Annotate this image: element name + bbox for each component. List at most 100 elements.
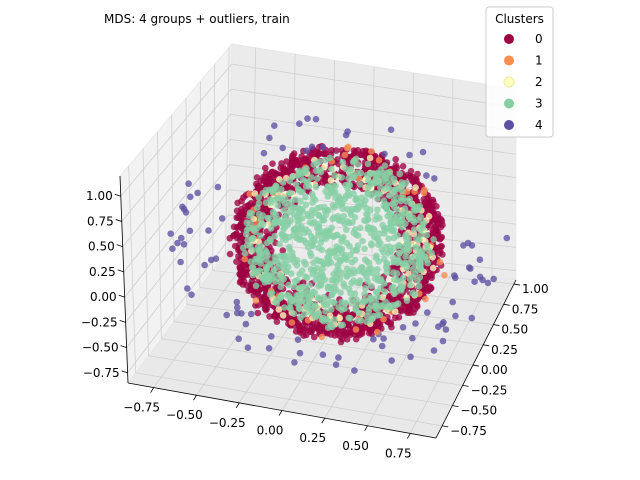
scatter-point [368, 240, 375, 247]
scatter-point [243, 241, 251, 249]
scatter-point [335, 304, 343, 311]
scatter-point [278, 160, 285, 167]
series-3-points [239, 154, 437, 332]
scatter-point [294, 221, 302, 229]
scatter-point [343, 239, 351, 247]
scatter-point [330, 233, 338, 241]
scatter-point [234, 304, 241, 311]
scatter-point [298, 283, 306, 291]
scatter-point [319, 143, 327, 151]
scatter-point [274, 264, 282, 271]
scatter-point [359, 268, 366, 275]
scatter-point [415, 236, 423, 244]
z-tick-label: 0.50 [88, 240, 115, 254]
scatter-point [400, 195, 407, 202]
scatter-point [255, 210, 263, 218]
scatter-point [239, 281, 247, 288]
scatter-point [251, 269, 259, 276]
scatter-point [399, 260, 407, 268]
scatter-point [374, 195, 381, 203]
scatter-point [293, 300, 301, 307]
scatter-point [233, 298, 241, 306]
legend-marker-4 [504, 120, 514, 130]
scatter-point [257, 216, 265, 223]
scatter-point [399, 324, 407, 331]
scatter-point [382, 243, 390, 251]
scatter-point [426, 285, 434, 292]
scatter-point [377, 277, 385, 285]
scatter-point [330, 189, 338, 196]
scatter-point [252, 302, 259, 309]
scatter-point [337, 289, 344, 297]
scatter-point [416, 274, 424, 281]
scatter-point [451, 272, 458, 279]
scatter-point [326, 154, 334, 162]
scatter-point [409, 334, 416, 342]
scatter-point [315, 212, 323, 219]
scatter-point [274, 202, 282, 209]
scatter-point [391, 191, 399, 199]
scatter-point [460, 242, 467, 249]
scatter-point [271, 122, 278, 129]
scatter-point [292, 328, 300, 335]
scatter-point [252, 297, 260, 304]
scatter-point [374, 169, 381, 177]
scatter-point [374, 306, 381, 313]
x-tick-label: 0.00 [257, 424, 284, 438]
scatter-point [297, 198, 304, 205]
scatter-point [194, 189, 201, 197]
scatter-point [315, 223, 323, 231]
scatter-point [315, 294, 322, 302]
scatter-point [389, 227, 396, 235]
scatter-point [178, 234, 185, 242]
legend: Clusters 0 1 2 3 4 [485, 6, 554, 138]
scatter-point [344, 128, 351, 135]
scatter-point [282, 167, 290, 174]
scatter-point [365, 329, 373, 337]
scatter-point [291, 359, 298, 366]
scatter-point [374, 206, 381, 214]
scatter-point [364, 160, 372, 168]
scatter-point [324, 296, 332, 304]
scatter-point [411, 270, 419, 278]
scatter-point [320, 260, 328, 267]
scatter-point [266, 134, 273, 142]
scatter-point [308, 174, 315, 181]
scatter-point [368, 282, 375, 290]
scatter-point [288, 296, 296, 303]
scatter-point [329, 182, 337, 190]
scatter-point [331, 248, 338, 256]
scatter-point [309, 206, 316, 214]
scatter-point [434, 221, 442, 228]
scatter-point [329, 298, 337, 306]
z-tick-label: −0.25 [81, 315, 118, 329]
scatter-point [263, 239, 271, 246]
scatter-point [412, 299, 419, 306]
scatter-point [310, 333, 318, 341]
scatter-point [344, 189, 352, 196]
scatter-point [184, 285, 191, 292]
scatter-point [339, 158, 347, 166]
scatter-point [484, 279, 492, 287]
scatter-point [344, 271, 351, 279]
scatter-point [404, 243, 412, 250]
scatter-point [315, 232, 322, 239]
scatter-point [281, 304, 288, 311]
scatter-point [382, 298, 389, 306]
scatter-point [438, 243, 446, 250]
scatter-point [429, 264, 437, 272]
legend-marker-3 [504, 98, 514, 109]
scatter-point [249, 247, 256, 254]
scatter-point [406, 195, 414, 203]
scatter-point [347, 331, 354, 339]
scatter-point [244, 344, 252, 352]
scatter-point [417, 231, 425, 238]
y-tick-label: 0.50 [501, 323, 528, 337]
scatter-point [285, 281, 292, 289]
scatter-point [392, 156, 400, 163]
scatter-point [430, 236, 437, 243]
legend-box [485, 6, 554, 138]
scatter-point [389, 269, 397, 276]
scatter-point [205, 227, 212, 234]
scatter-point [423, 172, 430, 179]
